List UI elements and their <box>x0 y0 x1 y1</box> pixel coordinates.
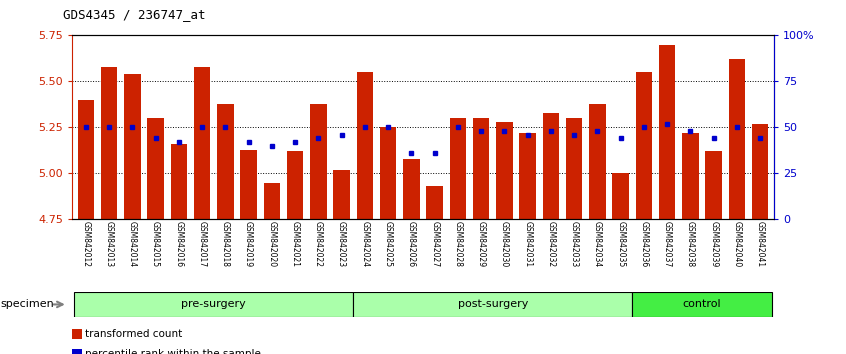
Bar <box>706 152 722 219</box>
Bar <box>357 72 373 219</box>
Bar <box>147 118 164 219</box>
Bar <box>333 170 349 219</box>
Text: specimen: specimen <box>0 299 54 309</box>
Bar <box>287 152 303 219</box>
Bar <box>473 118 489 219</box>
Bar <box>613 173 629 219</box>
Text: post-surgery: post-surgery <box>458 299 528 309</box>
Bar <box>728 59 745 219</box>
Bar <box>519 133 536 219</box>
Bar <box>566 118 582 219</box>
Bar <box>101 67 118 219</box>
Bar <box>404 159 420 219</box>
Text: pre-surgery: pre-surgery <box>181 299 246 309</box>
Bar <box>124 74 140 219</box>
Bar <box>497 122 513 219</box>
Bar <box>217 103 233 219</box>
Bar <box>590 103 606 219</box>
Bar <box>354 292 632 317</box>
Bar <box>635 72 652 219</box>
Bar <box>632 292 772 317</box>
Text: control: control <box>683 299 722 309</box>
Bar <box>74 292 354 317</box>
Bar <box>426 186 442 219</box>
Bar <box>310 103 327 219</box>
Text: transformed count: transformed count <box>85 329 182 339</box>
Bar <box>240 149 256 219</box>
Bar <box>752 124 768 219</box>
Bar <box>450 118 466 219</box>
Bar <box>194 67 211 219</box>
Bar <box>264 183 280 219</box>
Bar <box>380 127 396 219</box>
Text: percentile rank within the sample: percentile rank within the sample <box>85 349 261 354</box>
Bar <box>682 133 699 219</box>
Text: GDS4345 / 236747_at: GDS4345 / 236747_at <box>63 8 206 21</box>
Bar <box>543 113 559 219</box>
Bar <box>659 45 675 219</box>
Bar <box>171 144 187 219</box>
Bar <box>78 100 94 219</box>
